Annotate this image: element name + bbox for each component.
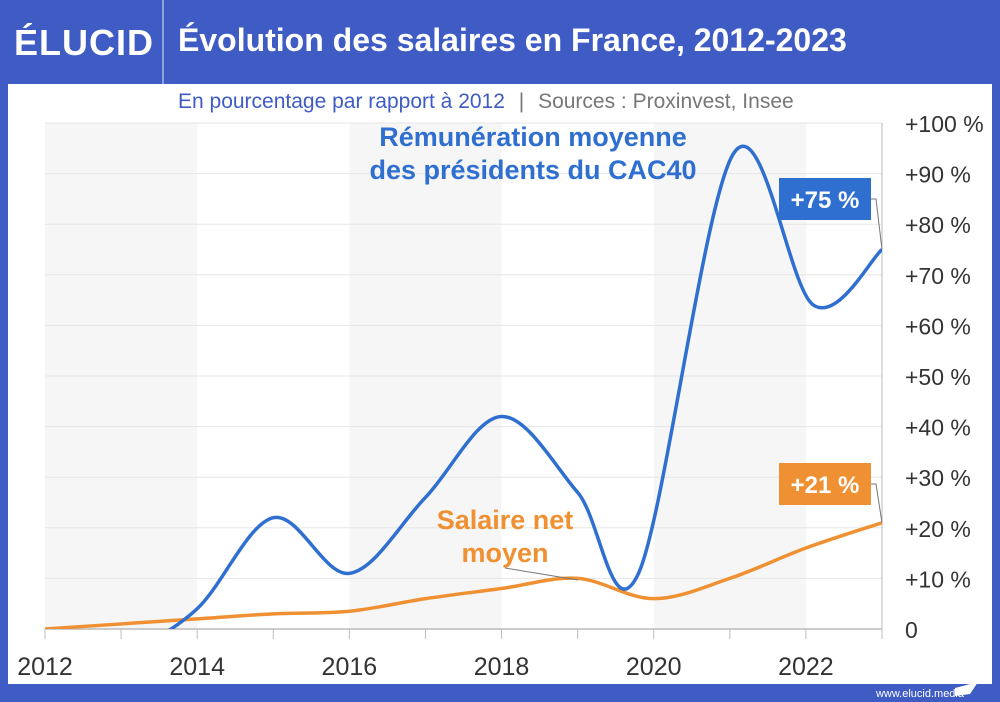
footer-url[interactable]: www.elucid.media bbox=[875, 688, 964, 700]
x-tick-label: 2012 bbox=[17, 653, 73, 681]
y-tick-label: +100 % bbox=[905, 111, 984, 137]
end-label-cac40-box bbox=[779, 178, 871, 220]
x-tick-label: 2016 bbox=[322, 653, 378, 681]
end-label-salaire-leader bbox=[871, 483, 883, 523]
header-divider bbox=[162, 0, 164, 84]
y-tick-label: +40 % bbox=[905, 415, 971, 441]
end-label-salaire-box bbox=[779, 463, 871, 505]
series-label-salaire: Salaire net bbox=[437, 505, 574, 535]
end-label-salaire-text: +21 % bbox=[791, 472, 860, 499]
end-label-cac40-leader bbox=[871, 198, 883, 250]
y-tick-label: +90 % bbox=[905, 162, 971, 188]
x-tick-label: 2020 bbox=[626, 653, 682, 681]
chart-title: Évolution des salaires en France, 2012-2… bbox=[178, 22, 847, 58]
leader-salaire bbox=[504, 567, 579, 581]
subtitle-text: En pourcentage par rapport à 2012 bbox=[178, 90, 505, 113]
y-tick-label: +30 % bbox=[905, 465, 971, 491]
series-label-cac40: Rémunération moyenne bbox=[379, 122, 687, 152]
end-label-cac40: +75 % bbox=[779, 178, 883, 250]
series-line-cac40 bbox=[168, 144, 882, 629]
subtitle-separator: | bbox=[518, 90, 525, 113]
x-tick-label: 2014 bbox=[169, 653, 225, 681]
end-label-salaire: +21 % bbox=[779, 463, 883, 523]
series-label-salaire: moyen bbox=[461, 538, 548, 568]
series-line-salaire bbox=[45, 521, 882, 629]
y-tick-label: +70 % bbox=[905, 263, 971, 289]
subtitle-sources: Sources : Proxinvest, Insee bbox=[538, 90, 794, 113]
header: ÉLUCID Évolution des salaires en France,… bbox=[0, 0, 1000, 84]
y-tick-label: +80 % bbox=[905, 212, 971, 238]
y-tick-label: +10 % bbox=[905, 566, 971, 592]
series-label-cac40: des présidents du CAC40 bbox=[369, 155, 696, 185]
chart-subtitle: En pourcentage par rapport à 2012 | Sour… bbox=[178, 90, 794, 114]
end-label-cac40-text: +75 % bbox=[791, 187, 860, 214]
elucid-mark-icon bbox=[955, 682, 978, 696]
y-tick-label: +50 % bbox=[905, 364, 971, 390]
y-tick-label: +60 % bbox=[905, 313, 971, 339]
elucid-logo: ÉLUCID bbox=[14, 22, 154, 63]
x-tick-label: 2022 bbox=[778, 653, 834, 681]
y-tick-label: 0 bbox=[905, 617, 918, 643]
x-tick-label: 2018 bbox=[474, 653, 530, 681]
y-tick-label: +20 % bbox=[905, 516, 971, 542]
